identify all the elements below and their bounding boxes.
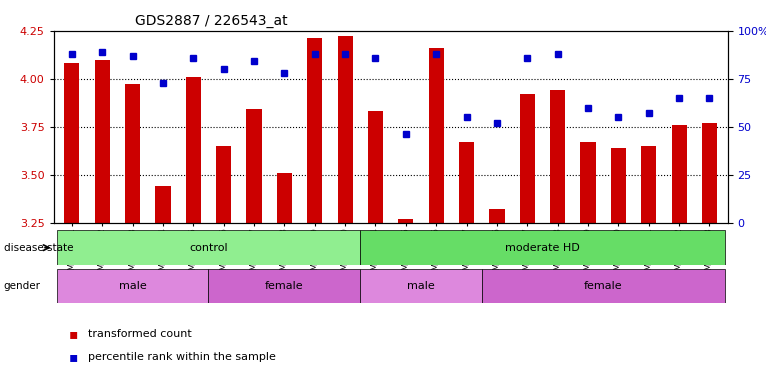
Text: transformed count: transformed count bbox=[88, 329, 192, 339]
Bar bbox=[611, 148, 626, 223]
Text: ▪: ▪ bbox=[69, 327, 78, 341]
Bar bbox=[95, 60, 110, 223]
Bar bbox=[64, 63, 80, 223]
Bar bbox=[368, 111, 383, 223]
Text: control: control bbox=[189, 243, 228, 253]
FancyBboxPatch shape bbox=[482, 269, 725, 303]
Bar bbox=[277, 173, 292, 223]
Bar bbox=[672, 125, 686, 223]
Bar bbox=[489, 209, 505, 223]
Bar bbox=[307, 38, 322, 223]
Text: ▪: ▪ bbox=[69, 350, 78, 364]
Text: male: male bbox=[408, 281, 435, 291]
Bar bbox=[641, 146, 656, 223]
Bar bbox=[155, 186, 171, 223]
Bar bbox=[125, 84, 140, 223]
Text: male: male bbox=[119, 281, 146, 291]
Text: female: female bbox=[265, 281, 303, 291]
Bar bbox=[338, 36, 352, 223]
FancyBboxPatch shape bbox=[57, 230, 360, 265]
FancyBboxPatch shape bbox=[360, 230, 725, 265]
Text: gender: gender bbox=[4, 281, 41, 291]
FancyBboxPatch shape bbox=[360, 269, 482, 303]
Bar bbox=[216, 146, 231, 223]
Bar bbox=[398, 219, 414, 223]
Bar bbox=[429, 48, 444, 223]
Text: disease state: disease state bbox=[4, 243, 74, 253]
Bar bbox=[185, 77, 201, 223]
Bar bbox=[581, 142, 596, 223]
Bar bbox=[550, 90, 565, 223]
Text: percentile rank within the sample: percentile rank within the sample bbox=[88, 352, 276, 362]
Bar bbox=[702, 123, 717, 223]
Bar bbox=[247, 109, 262, 223]
Text: moderate HD: moderate HD bbox=[505, 243, 580, 253]
FancyBboxPatch shape bbox=[57, 269, 208, 303]
Bar bbox=[519, 94, 535, 223]
Text: GDS2887 / 226543_at: GDS2887 / 226543_at bbox=[135, 14, 287, 28]
Bar bbox=[459, 142, 474, 223]
Text: female: female bbox=[584, 281, 623, 291]
FancyBboxPatch shape bbox=[208, 269, 360, 303]
